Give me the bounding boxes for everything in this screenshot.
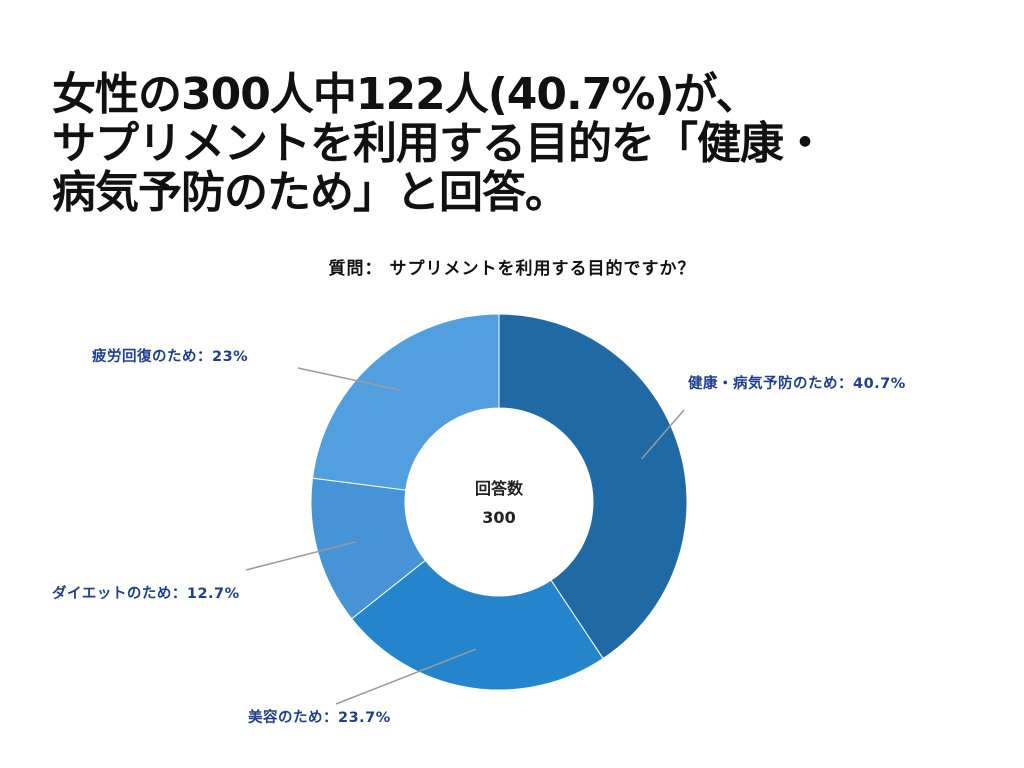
center-label: 回答数 (475, 479, 524, 498)
center-value: 300 (482, 508, 515, 527)
headline-line-2: サプリメントを利用する目的を「健康・ (52, 118, 827, 169)
leader-lines (245, 367, 685, 705)
leader-line-4 (297, 367, 401, 391)
leader-line-2 (335, 648, 476, 705)
leader-line-3 (245, 541, 356, 571)
slice-label-4: 疲労回復のため：23% (92, 347, 248, 365)
slice-label-2: 美容のため：23.7% (248, 708, 391, 726)
slice-label-3: ダイエットのため：12.7% (52, 584, 240, 602)
slice-label-1: 健康・病気予防のため：40.7% (688, 374, 906, 392)
chart-title: 質問： サプリメントを利用する目的ですか？ (328, 259, 696, 279)
headline-line-3: 病気予防のため」と回答。 (52, 167, 569, 218)
donut-slices (310, 313, 688, 691)
leader-line-1 (641, 409, 685, 460)
headline-line-1: 女性の300人中122人(40.7%)が、 (52, 69, 760, 120)
donut-slice-2 (350, 559, 604, 691)
headline: 女性の300人中122人(40.7%)が、 サプリメントを利用する目的を「健康・… (52, 70, 992, 217)
donut-slice-4 (311, 313, 500, 491)
slice-labels: 健康・病気予防のため：40.7% 美容のため：23.7% ダイエットのため：12.7… (52, 347, 906, 726)
donut-slice-1 (498, 313, 688, 660)
